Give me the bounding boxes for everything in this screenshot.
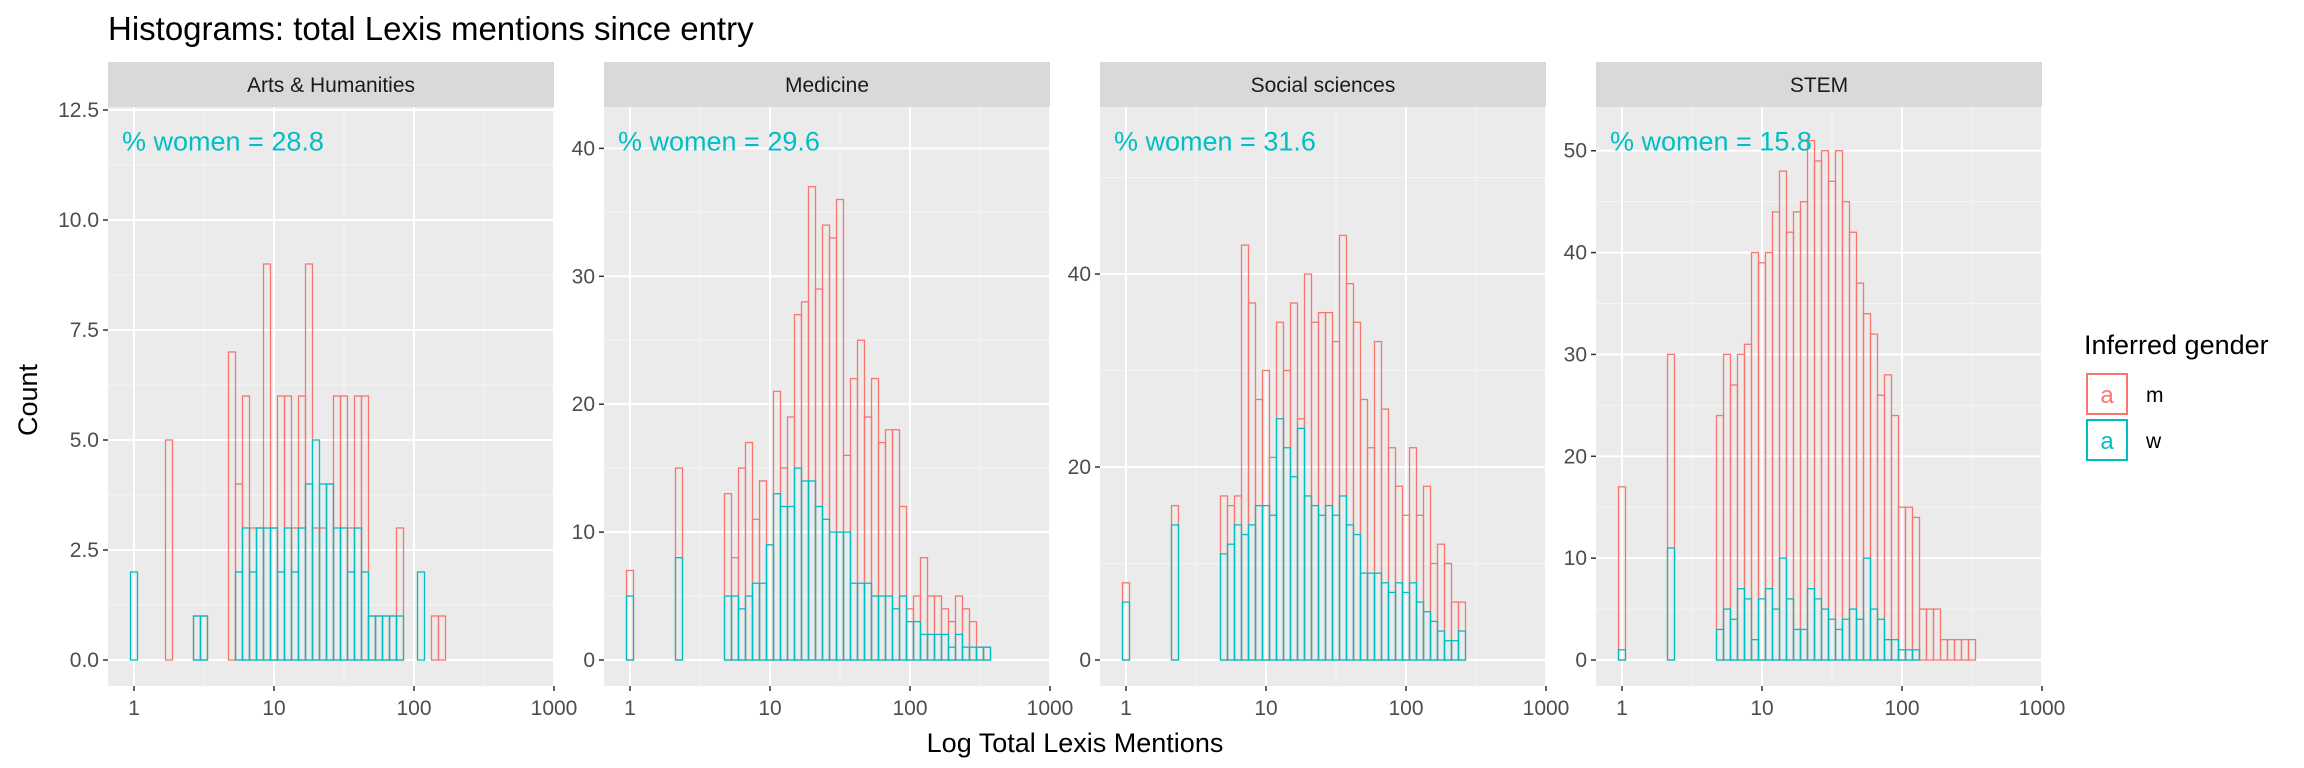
chart-title: Histograms: total Lexis mentions since e… [108,10,754,47]
x-tick-label: 1000 [531,697,578,720]
legend-key-glyph: a [2100,428,2114,455]
histogram-bar-w [395,615,405,661]
panel-background [604,107,1050,686]
y-tick-label: 20 [572,393,595,416]
y-tick-label: 40 [572,137,595,160]
facet-strip [108,62,554,107]
y-tick-label: 0 [1079,649,1091,672]
histogram-bar-w [416,571,426,661]
facet-strip-label: Arts & Humanities [247,74,415,97]
y-tick-label: 20 [1564,445,1587,468]
y-tick-label: 0 [1575,649,1587,672]
histogram-bar-m [1932,608,1942,661]
histogram-bar-w [199,615,209,661]
women-percent-annotation: % women = 15.8 [1610,126,1812,156]
histogram-bar-m [437,615,447,661]
histogram-bar-w [1457,630,1467,661]
histogram-bar-w [1617,649,1627,661]
histogram-bar-w [1170,524,1180,661]
y-tick-label: 10 [1564,547,1587,570]
y-tick-label: 20 [1068,456,1091,479]
y-tick-label: 30 [1564,343,1587,366]
x-tick-label: 10 [1254,697,1277,720]
panel-background [1100,107,1546,686]
facet-strip-label: Medicine [785,74,869,97]
y-tick-label: 2.5 [70,539,99,562]
histogram-bar-w [1121,601,1131,661]
y-tick-label: 10 [572,521,595,544]
x-tick-label: 10 [1750,697,1773,720]
x-tick-label: 1 [1616,697,1628,720]
facet-strip [1100,62,1546,107]
y-tick-label: 0.0 [70,649,99,672]
women-percent-annotation: % women = 31.6 [1114,126,1316,156]
x-tick-label: 1000 [1027,697,1074,720]
x-tick-label: 100 [396,697,431,720]
women-percent-annotation: % women = 29.6 [618,126,820,156]
y-tick-label: 30 [572,265,595,288]
facet-strip [1596,62,2042,107]
facet-panel-2: Medicine 0 10 20 30 40 1 10 100 1000 % women = 29.… [572,62,1074,720]
y-tick-label: 40 [1564,242,1587,265]
women-percent-annotation: % women = 28.8 [122,126,324,156]
histogram-bar-w [1743,598,1753,661]
y-axis-label: Count [13,363,43,436]
legend-key [2086,419,2128,461]
facet-panel-4: STEM 0 10 20 30 40 50 1 10 100 1000 % women = 15.8 [1564,62,2066,720]
x-axis-label: Log Total Lexis Mentions [927,728,1224,758]
y-tick-label: 50 [1564,140,1587,163]
x-tick-label: 1 [128,697,140,720]
y-tick-label: 40 [1068,263,1091,286]
facet-strip-label: Social sciences [1251,74,1396,97]
x-tick-label: 100 [1388,697,1423,720]
x-tick-label: 100 [892,697,927,720]
x-tick-label: 1000 [2019,697,2066,720]
legend-key [2086,373,2128,415]
x-tick-label: 1 [1120,697,1132,720]
legend-key-glyph: a [2100,382,2114,409]
legend-label: w [2145,430,2162,453]
x-tick-label: 1000 [1523,697,1570,720]
x-tick-label: 100 [1884,697,1919,720]
histogram-bar-w [625,595,635,661]
histogram-bar-w [1666,547,1676,661]
histogram-bar-w [129,571,139,661]
panel-background [1596,107,2042,686]
histogram-bar-w [982,646,992,661]
facet-panel-1: Arts & Humanities 0.0 2.5 5.0 7.5 10.0 12.5 1 10… [58,62,577,720]
legend-label: m [2146,384,2164,407]
histogram-bar-w [674,557,684,661]
histogram-bar-m [164,439,174,661]
y-tick-label: 12.5 [58,99,99,122]
histogram-bar-m [1967,638,1977,661]
histogram-bar-w [1911,649,1921,661]
y-tick-label: 0 [583,649,595,672]
legend-title: Inferred gender [2084,330,2269,360]
y-tick-label: 10.0 [58,209,99,232]
x-tick-label: 1 [624,697,636,720]
facet-strip [604,62,1050,107]
x-tick-label: 10 [262,697,285,720]
y-tick-label: 7.5 [70,319,99,342]
facet-panel-3: Social sciences 0 20 40 1 10 100 1000 % women = … [1068,62,1570,720]
x-tick-label: 10 [758,697,781,720]
facet-strip-label: STEM [1790,74,1848,97]
panel-background [108,107,554,686]
y-tick-label: 5.0 [70,429,99,452]
